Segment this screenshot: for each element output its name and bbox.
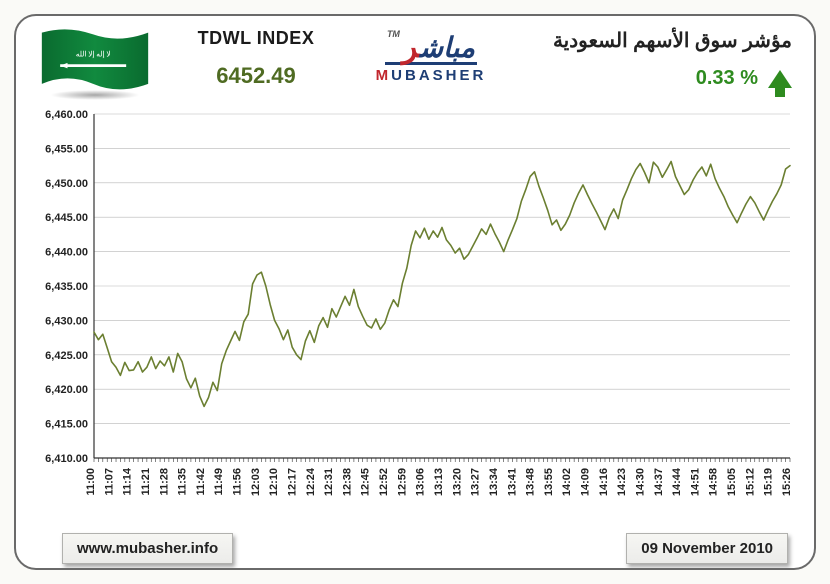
svg-text:15:19: 15:19	[763, 468, 775, 496]
intraday-line-chart: 6,410.00 6,415.00 6,420.00 6,425.00 6,430.00…	[34, 110, 798, 520]
svg-text:12:10: 12:10	[268, 468, 280, 496]
arabic-title: مؤشر سوق الأسهم السعودية	[542, 28, 792, 53]
svg-text:12:17: 12:17	[286, 468, 298, 496]
svg-text:14:02: 14:02	[561, 468, 573, 496]
svg-text:11:00: 11:00	[85, 468, 97, 496]
mubasher-logo: TMمباشر MUBASHER	[356, 30, 506, 84]
svg-text:لا إله إلا الله: لا إله إلا الله	[76, 49, 111, 58]
svg-text:13:34: 13:34	[488, 467, 500, 496]
svg-text:14:37: 14:37	[653, 468, 665, 496]
arrow-up-icon	[768, 70, 792, 88]
svg-text:15:05: 15:05	[726, 468, 738, 496]
svg-text:12:45: 12:45	[360, 468, 372, 496]
svg-text:13:55: 13:55	[543, 468, 555, 496]
svg-text:13:06: 13:06	[415, 468, 427, 496]
svg-text:14:30: 14:30	[634, 468, 646, 496]
svg-text:6,435.00: 6,435.00	[45, 281, 88, 293]
chart-card: لا إله إلا الله TDWL INDEX 6452.49 TMمبا…	[14, 14, 816, 570]
svg-text:6,445.00: 6,445.00	[45, 212, 88, 224]
svg-text:6,425.00: 6,425.00	[45, 350, 88, 362]
saudi-flag: لا إله إلا الله	[40, 28, 150, 94]
svg-text:6,460.00: 6,460.00	[45, 110, 88, 121]
svg-text:14:44: 14:44	[671, 467, 683, 496]
svg-text:13:20: 13:20	[451, 468, 463, 496]
pct-change: 0.33 %	[696, 67, 758, 90]
svg-text:12:03: 12:03	[250, 468, 262, 496]
svg-text:14:16: 14:16	[598, 468, 610, 496]
svg-text:11:56: 11:56	[232, 468, 244, 496]
svg-text:11:21: 11:21	[140, 468, 152, 496]
index-title: TDWL INDEX	[176, 28, 336, 49]
svg-text:6,420.00: 6,420.00	[45, 384, 88, 396]
svg-text:12:52: 12:52	[378, 468, 390, 496]
svg-text:6,415.00: 6,415.00	[45, 419, 88, 431]
svg-text:6,410.00: 6,410.00	[45, 453, 88, 465]
svg-text:15:26: 15:26	[781, 468, 793, 496]
svg-text:14:23: 14:23	[616, 468, 628, 496]
svg-text:11:35: 11:35	[177, 468, 189, 496]
svg-text:11:42: 11:42	[195, 468, 207, 496]
svg-text:6,440.00: 6,440.00	[45, 247, 88, 259]
date-label: 09 November 2010	[626, 533, 788, 564]
url-label: www.mubasher.info	[62, 533, 233, 564]
change-block: مؤشر سوق الأسهم السعودية 0.33 %	[542, 28, 792, 90]
svg-text:13:27: 13:27	[470, 468, 482, 496]
header: لا إله إلا الله TDWL INDEX 6452.49 TMمبا…	[16, 22, 814, 102]
svg-text:11:49: 11:49	[213, 468, 225, 496]
svg-text:11:07: 11:07	[103, 468, 115, 496]
index-block: TDWL INDEX 6452.49	[176, 28, 336, 89]
index-value: 6452.49	[176, 63, 336, 89]
svg-text:12:59: 12:59	[396, 468, 408, 496]
svg-text:12:38: 12:38	[341, 468, 353, 496]
svg-text:14:09: 14:09	[580, 468, 592, 496]
svg-text:14:51: 14:51	[689, 468, 701, 496]
svg-text:13:13: 13:13	[433, 468, 445, 496]
svg-text:13:48: 13:48	[525, 468, 537, 496]
svg-text:12:31: 12:31	[323, 468, 335, 496]
svg-text:11:14: 11:14	[122, 467, 134, 495]
svg-text:6,450.00: 6,450.00	[45, 178, 88, 190]
svg-text:6,430.00: 6,430.00	[45, 315, 88, 327]
svg-text:15:12: 15:12	[744, 468, 756, 496]
svg-text:11:28: 11:28	[158, 468, 170, 496]
svg-text:12:24: 12:24	[305, 467, 317, 496]
svg-text:13:41: 13:41	[506, 468, 518, 496]
svg-text:14:58: 14:58	[708, 468, 720, 496]
svg-text:6,455.00: 6,455.00	[45, 143, 88, 155]
